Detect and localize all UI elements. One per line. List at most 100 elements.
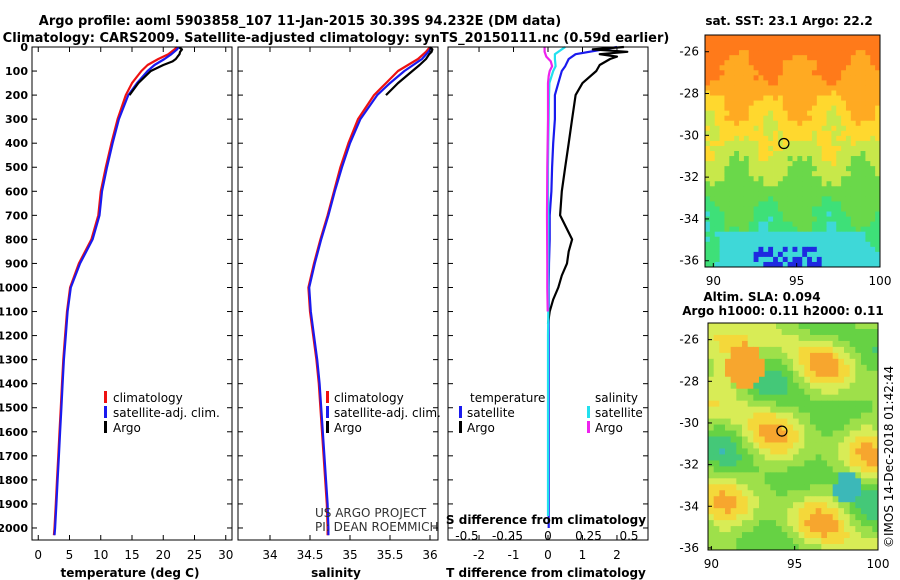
map-cell (875, 100, 881, 107)
map-cell (855, 161, 861, 167)
map-cell (776, 388, 783, 396)
map-cell (713, 346, 720, 354)
map-cell (845, 221, 852, 228)
map-cell (861, 520, 868, 527)
map-cell (821, 376, 828, 384)
map-cell (845, 135, 852, 142)
map-cell (797, 145, 803, 152)
map-cell (753, 520, 760, 527)
map-cell (836, 70, 842, 76)
map-cell (773, 75, 779, 81)
map-cell (736, 394, 743, 402)
map-cell (855, 418, 862, 425)
map-cell (777, 55, 784, 61)
map-cell (739, 120, 745, 127)
map-cell (787, 156, 793, 162)
map-cell (793, 532, 800, 539)
map-cell (815, 496, 822, 503)
map-cell (811, 100, 818, 107)
map-cell (719, 261, 725, 268)
map-cell (815, 514, 822, 521)
map-cell (713, 442, 720, 449)
map-cell (753, 50, 759, 56)
depth-tick-label: 1600 (0, 426, 28, 439)
map-cell (753, 532, 760, 539)
map-cell (782, 181, 789, 187)
map-cell (734, 80, 740, 86)
map-cell (719, 211, 725, 217)
map-cell (797, 216, 803, 223)
map-cell (792, 60, 798, 66)
map-cell (826, 125, 832, 132)
map-cell (821, 382, 828, 390)
map-cell (768, 216, 774, 223)
map-cell (736, 448, 743, 455)
map-cell (742, 340, 749, 348)
map-cell (768, 145, 774, 152)
map-cell (759, 352, 766, 360)
map-cell (773, 171, 779, 177)
map-cell (797, 241, 803, 248)
map-cell (714, 120, 720, 127)
map-cell (759, 340, 766, 348)
map-cell (776, 352, 783, 360)
map-cell (850, 221, 857, 228)
map-cell (734, 105, 740, 112)
map-cell (753, 340, 760, 348)
map-cell (758, 45, 764, 51)
map-cell (792, 125, 798, 132)
map-cell (734, 226, 740, 233)
map-cell (804, 538, 811, 545)
map-cell (797, 130, 803, 137)
map-cell (724, 231, 730, 238)
map-cell (714, 261, 720, 268)
map-cell (797, 135, 803, 142)
map-cell (724, 120, 730, 127)
map-cell (758, 151, 764, 157)
map-cell (724, 201, 730, 207)
map-cell (841, 206, 847, 212)
map-cell (802, 171, 808, 177)
map-cell (739, 110, 745, 117)
map-cell (705, 140, 711, 147)
map-cell (827, 376, 834, 384)
map-cell (729, 55, 735, 61)
map-cell (797, 211, 803, 217)
map-cell (781, 514, 788, 521)
map-cell (708, 460, 715, 467)
map-cell (838, 364, 845, 372)
map-cell (758, 186, 764, 192)
map-cell (815, 520, 822, 527)
map-cell (849, 323, 856, 330)
map-cell (802, 256, 808, 263)
map-cell (708, 352, 715, 360)
salinity-xlabel: salinity (311, 566, 361, 580)
map-cell (782, 115, 789, 122)
map-cell (793, 544, 800, 551)
map-cell (773, 231, 779, 238)
map-cell (768, 176, 774, 182)
map-cell (836, 181, 842, 187)
map-cell (713, 418, 720, 425)
map-cell (810, 460, 817, 467)
map-cell (870, 55, 876, 61)
map-cell (810, 454, 817, 461)
map-cell (793, 448, 800, 455)
map-cell (838, 460, 845, 467)
map-cell (763, 60, 769, 66)
map-cell (816, 125, 823, 132)
map-cell (821, 201, 827, 207)
map-cell (753, 226, 759, 233)
map-cell (860, 186, 866, 192)
map-cell (872, 490, 879, 497)
map-cell (793, 376, 800, 384)
map-cell (753, 171, 759, 177)
map-cell (719, 514, 726, 521)
map-cell (773, 135, 779, 142)
map-cell (810, 334, 817, 342)
map-cell (734, 145, 740, 152)
map-cell (777, 100, 784, 107)
depth-tick-label: 400 (5, 137, 28, 150)
map-cell (729, 65, 735, 71)
map-cell (709, 196, 716, 202)
